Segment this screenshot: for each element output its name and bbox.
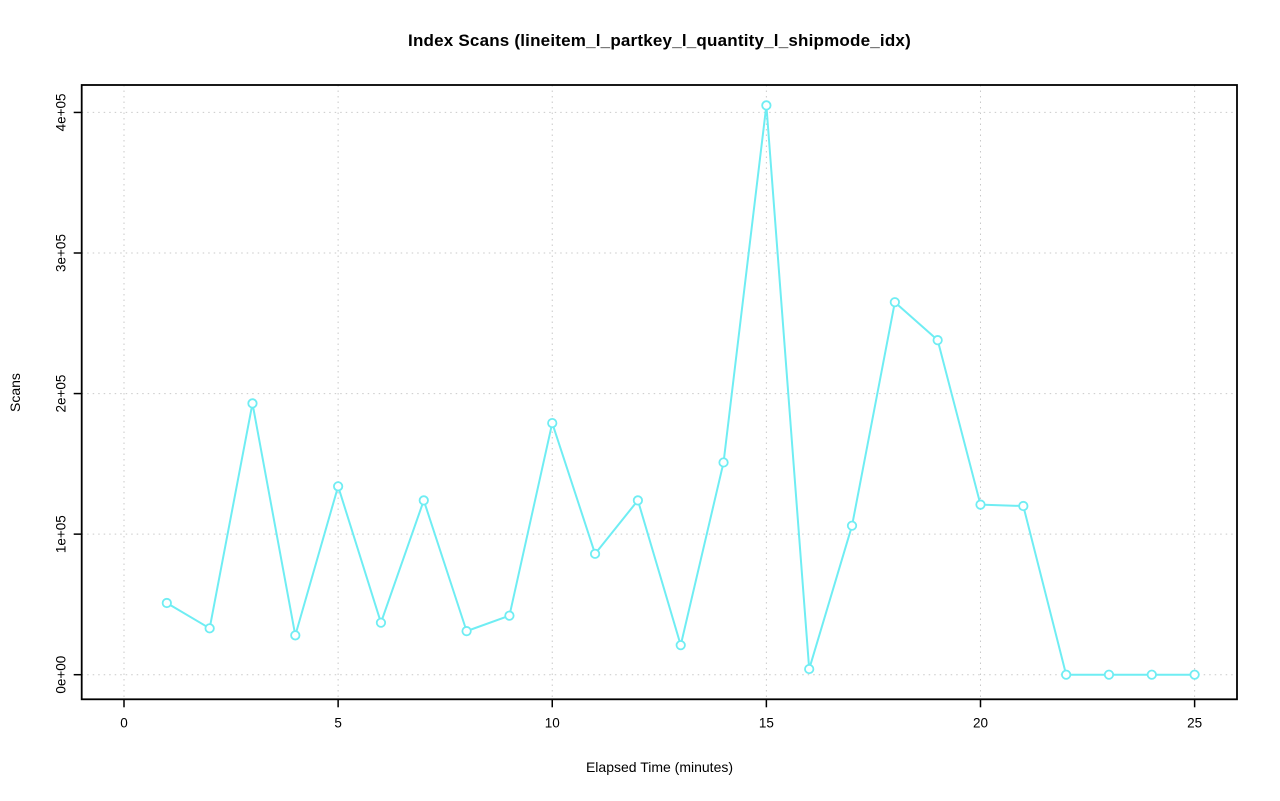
y-tick-label: 3e+05 (54, 234, 69, 272)
y-tick-label: 2e+05 (54, 375, 69, 413)
data-point (975, 499, 986, 510)
data-point (1018, 500, 1029, 512)
axis-layer: 0 5 10 15 20 25 0e+00 1e+05 2e+05 3e+05 4e+05 (54, 84, 1238, 730)
data-point (418, 495, 429, 506)
data-point (675, 640, 686, 651)
series-layer (161, 100, 1200, 680)
x-tick-label: 10 (545, 715, 560, 730)
data-point (247, 398, 258, 409)
data-point (375, 617, 387, 628)
data-point (161, 597, 172, 609)
data-point (461, 626, 472, 637)
y-tick-label: 1e+05 (54, 515, 69, 553)
data-point (1189, 669, 1200, 680)
data-point (1103, 669, 1115, 680)
x-tick-label: 20 (973, 715, 988, 730)
plot-border (80, 84, 1238, 701)
data-point (1061, 669, 1072, 680)
data-point (204, 623, 215, 634)
data-point (761, 100, 772, 111)
data-point (632, 495, 643, 506)
data-point (889, 297, 900, 308)
data-point (589, 548, 601, 559)
x-axis-title: Elapsed Time (minutes) (585, 759, 734, 775)
data-point (846, 520, 858, 531)
data-point (333, 481, 344, 492)
data-point (290, 630, 301, 641)
x-tick-label: 5 (334, 715, 342, 730)
data-point (932, 335, 943, 346)
data-point (804, 663, 815, 675)
y-tick-label: 0e+00 (54, 656, 69, 694)
data-point (1146, 669, 1157, 680)
data-point (547, 417, 558, 429)
x-tick-label: 25 (1187, 715, 1202, 730)
grid-layer (81, 85, 1237, 700)
x-tick-label: 0 (120, 715, 128, 730)
data-point (504, 610, 515, 621)
chart-title: Index Scans (lineitem_l_partkey_l_quanti… (408, 31, 911, 50)
y-tick-label: 4e+05 (54, 93, 69, 131)
series-line (165, 104, 1196, 676)
x-tick-label: 15 (759, 715, 774, 730)
data-point (718, 457, 729, 468)
